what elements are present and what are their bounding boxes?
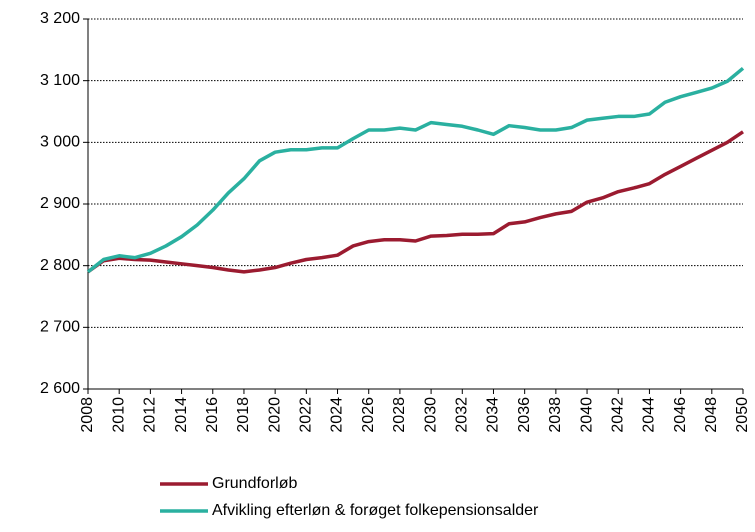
x-tick-label: 2024: [329, 397, 346, 433]
x-tick-label: 2044: [641, 397, 658, 433]
series-line: [86, 130, 744, 274]
x-tick-label: 2016: [204, 397, 221, 433]
y-tick-label: 3 200: [40, 10, 80, 27]
x-tick-label: 2008: [79, 397, 96, 433]
y-tick-label: 2 700: [40, 319, 80, 336]
x-tick-label: 2022: [298, 397, 315, 433]
x-tick-label: 2048: [703, 397, 720, 433]
x-tick-label: 2018: [235, 397, 252, 433]
y-tick-label: 2 800: [40, 257, 80, 274]
x-tick-label: 2028: [391, 397, 408, 433]
x-tick-label: 2034: [485, 397, 502, 433]
y-tick-label: 3 100: [40, 72, 80, 89]
x-tick-label: 2038: [547, 397, 564, 433]
x-tick-label: 2042: [609, 397, 626, 433]
legend-label: Grundforløb: [212, 475, 297, 492]
x-tick-label: 2036: [516, 397, 533, 433]
x-tick-label: 2050: [734, 397, 751, 433]
x-tick-label: 2010: [110, 397, 127, 433]
y-tick-label: 2 900: [40, 195, 80, 212]
y-tick-label: 3 000: [40, 134, 80, 151]
x-tick-label: 2030: [422, 397, 439, 433]
x-tick-label: 2032: [454, 397, 471, 433]
x-tick-label: 2020: [266, 397, 283, 433]
x-tick-label: 2040: [578, 397, 595, 433]
x-tick-label: 2046: [672, 397, 689, 433]
x-tick-label: 2014: [173, 397, 190, 433]
x-tick-label: 2026: [360, 397, 377, 433]
x-tick-label: 2012: [142, 397, 159, 433]
series-line: [86, 66, 745, 274]
legend-label: Afvikling efterløn & forøget folkepensio…: [212, 502, 539, 519]
y-tick-label: 2 600: [40, 380, 80, 397]
